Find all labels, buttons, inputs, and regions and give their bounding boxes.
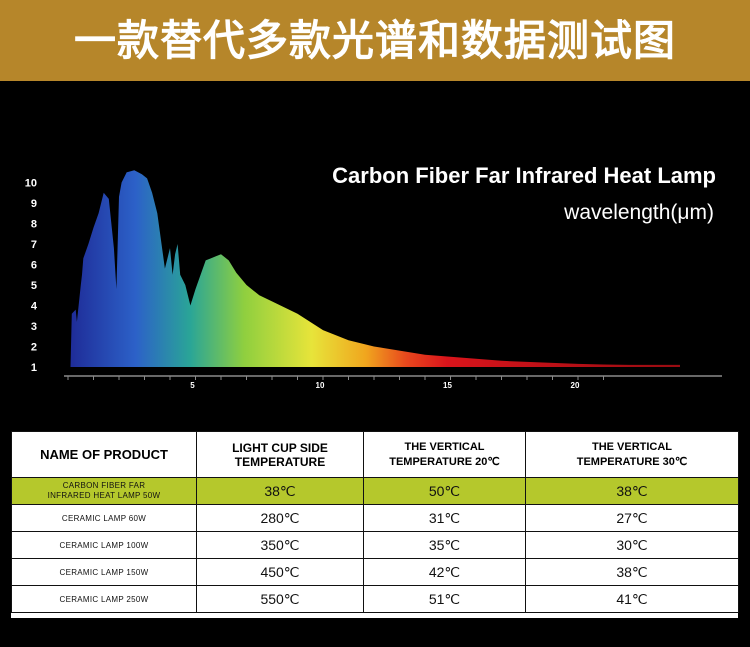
vertical-temp-30-cell: 38℃ (525, 558, 739, 586)
header-light-cup-side-temperature: LIGHT CUP SIDE TEMPERATURE (196, 431, 364, 478)
light-cup-temp-cell: 280℃ (196, 504, 364, 532)
y-tick-label: 1 (31, 362, 37, 374)
vertical-temp-20-cell: 50℃ (363, 477, 526, 505)
x-axis-ticks: 5 10 15 20 (67, 376, 604, 390)
table-row: CERAMIC LAMP 150W 450℃ 42℃ 38℃ (11, 558, 739, 586)
table-header-row: NAME OF PRODUCT LIGHT CUP SIDE TEMPERATU… (11, 431, 739, 478)
y-tick-label: 9 (31, 198, 37, 210)
light-cup-temp-cell: 350℃ (196, 531, 364, 559)
header-name-of-product: NAME OF PRODUCT (11, 431, 197, 478)
vertical-temp-20-cell: 31℃ (363, 504, 526, 532)
table-row: CARBON FIBER FAR INFRARED HEAT LAMP 50W … (11, 477, 739, 505)
comparison-table: NAME OF PRODUCT LIGHT CUP SIDE TEMPERATU… (11, 431, 739, 613)
vertical-temp-30-cell: 38℃ (525, 477, 739, 505)
header-line: TEMPERATURE 30℃ (576, 455, 688, 468)
banner-title: 一款替代多款光谱和数据测试图 (73, 16, 676, 65)
light-cup-temp-cell: 38℃ (196, 477, 364, 505)
vertical-temp-30-cell: 27℃ (525, 504, 739, 532)
comparison-table-wrap: NAME OF PRODUCT LIGHT CUP SIDE TEMPERATU… (11, 431, 739, 618)
chart-subtitle: wavelength(μm) (563, 201, 714, 224)
y-axis-ticks: 1 2 3 4 5 6 7 8 9 10 (25, 178, 38, 375)
light-cup-temp-cell: 450℃ (196, 558, 364, 586)
header-vertical-temp-20: THE VERTICAL TEMPERATURE 20℃ (363, 431, 526, 478)
header-line: NAME OF PRODUCT (40, 447, 168, 462)
product-name-cell: CERAMIC LAMP 100W (11, 531, 197, 559)
y-tick-label: 3 (31, 321, 37, 333)
y-tick-label: 8 (31, 219, 37, 231)
y-tick-label: 4 (31, 301, 38, 313)
chart-title: Carbon Fiber Far Infrared Heat Lamp (332, 163, 716, 188)
y-tick-label: 10 (25, 178, 37, 190)
y-tick-label: 7 (31, 239, 37, 251)
vertical-temp-20-cell: 51℃ (363, 585, 526, 613)
light-cup-temp-cell: 550℃ (196, 585, 364, 613)
x-tick-label: 5 (190, 381, 195, 390)
product-name-cell: CERAMIC LAMP 60W (11, 504, 197, 532)
table-row: CERAMIC LAMP 100W 350℃ 35℃ 30℃ (11, 531, 739, 559)
vertical-temp-20-cell: 35℃ (363, 531, 526, 559)
table-row: CERAMIC LAMP 60W 280℃ 31℃ 27℃ (11, 504, 739, 532)
y-tick-label: 5 (31, 280, 37, 292)
x-tick-label: 15 (443, 381, 452, 390)
header-line: LIGHT CUP SIDE TEMPERATURE (232, 440, 328, 469)
product-name-cell: CERAMIC LAMP 150W (11, 558, 197, 586)
vertical-temp-30-cell: 30℃ (525, 531, 739, 559)
spectrum-area (70, 170, 680, 367)
header-vertical-temp-30: THE VERTICAL TEMPERATURE 30℃ (525, 431, 739, 478)
product-name-line: INFRARED HEAT LAMP 50W (47, 491, 161, 500)
header-line: THE VERTICAL (404, 440, 485, 453)
header-line: TEMPERATURE 20℃ (389, 455, 500, 468)
product-name-cell: CERAMIC LAMP 250W (11, 585, 197, 613)
x-tick-label: 10 (316, 381, 325, 390)
header-line: THE VERTICAL (591, 440, 673, 453)
table-row: CERAMIC LAMP 250W 550℃ 51℃ 41℃ (11, 585, 739, 613)
product-name-cell: CARBON FIBER FAR INFRARED HEAT LAMP 50W (11, 477, 197, 505)
vertical-temp-20-cell: 42℃ (363, 558, 526, 586)
y-tick-label: 6 (31, 260, 37, 272)
product-name-line: CARBON FIBER FAR (62, 481, 146, 490)
y-tick-label: 2 (31, 342, 37, 354)
title-banner: 一款替代多款光谱和数据测试图 (0, 0, 750, 81)
vertical-temp-30-cell: 41℃ (525, 585, 739, 613)
spectrum-chart: 1 2 3 4 5 6 7 8 9 10 5 10 15 20 Carbon Fiber Far Inf… (25, 163, 722, 390)
x-tick-label: 20 (571, 381, 580, 390)
